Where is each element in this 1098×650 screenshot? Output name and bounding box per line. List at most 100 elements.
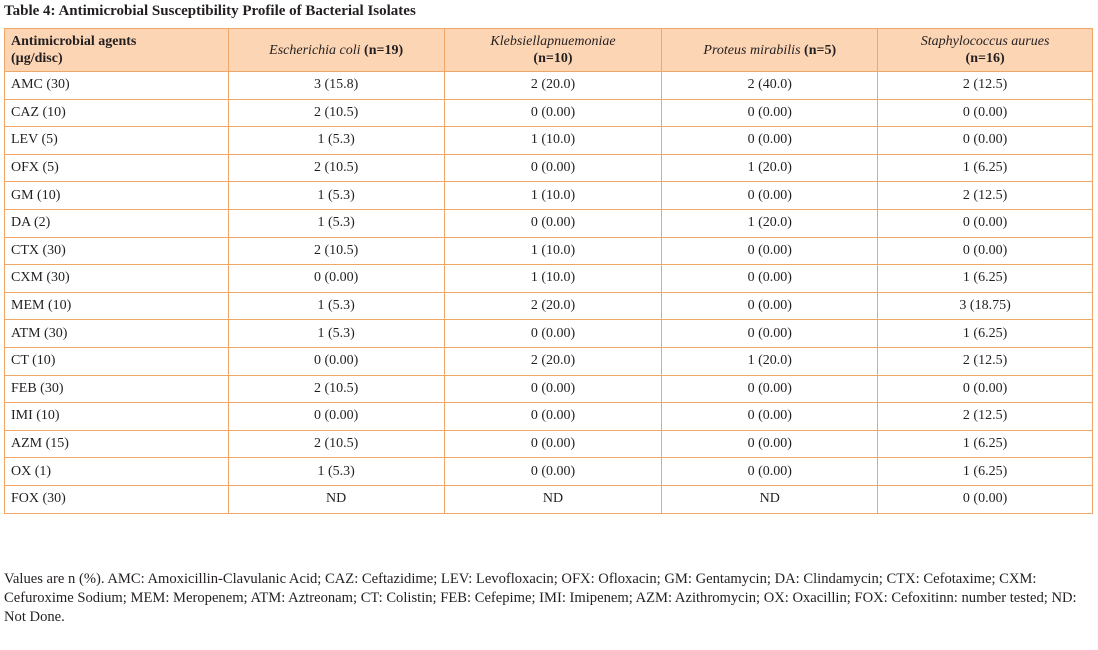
value-cell: 1 (6.25): [877, 319, 1093, 348]
table-body: AMC (30) 3 (15.8) 2 (20.0) 2 (40.0) 2 (12.5)…: [4, 71, 1093, 514]
value-cell: 0 (0.00): [443, 429, 663, 459]
table-footnote: Values are n (%). AMC: Amoxicillin-Clavu…: [4, 571, 1077, 625]
table-row: GM (10) 1 (5.3) 1 (10.0) 0 (0.00) 2 (12.5): [4, 181, 1093, 210]
header-organism: Klebsiellapnuemoniae: [490, 34, 616, 49]
agent-cell: ATM (30): [4, 319, 229, 348]
value-cell: 1 (20.0): [661, 208, 879, 238]
value-cell: 2 (12.5): [877, 71, 1093, 100]
header-ecoli: Escherichia coli (n=19): [227, 28, 445, 72]
value-cell: 1 (6.25): [877, 429, 1093, 459]
table-title: Table 4: Antimicrobial Susceptibility Pr…: [4, 3, 416, 19]
value-cell: 0 (0.00): [877, 374, 1093, 404]
value-cell: 2 (20.0): [443, 291, 663, 321]
agent-cell: CXM (30): [4, 264, 229, 293]
value-cell: 0 (0.00): [443, 402, 663, 431]
value-cell: 0 (0.00): [661, 319, 879, 348]
value-cell: 1 (10.0): [443, 181, 663, 210]
header-proteus: Proteus mirabilis (n=5): [661, 28, 879, 72]
value-cell: 1 (6.25): [877, 153, 1093, 183]
value-cell: ND: [661, 484, 879, 514]
agent-cell: CT (10): [4, 346, 229, 376]
table-row: FOX (30) ND ND ND 0 (0.00): [4, 484, 1093, 514]
value-cell: 2 (10.5): [227, 429, 445, 459]
value-cell: 0 (0.00): [661, 98, 879, 128]
value-cell: 0 (0.00): [443, 457, 663, 486]
agent-cell: CTX (30): [4, 236, 229, 266]
value-cell: 1 (6.25): [877, 457, 1093, 486]
table-row: OFX (5) 2 (10.5) 0 (0.00) 1 (20.0) 1 (6.25): [4, 153, 1093, 183]
header-n: (n=16): [965, 51, 1005, 66]
header-organism: Proteus mirabilis: [703, 42, 801, 58]
value-cell: 0 (0.00): [227, 402, 445, 431]
value-cell: 3 (15.8): [227, 71, 445, 100]
value-cell: 2 (10.5): [227, 153, 445, 183]
value-cell: 0 (0.00): [661, 457, 879, 486]
table-row: IMI (10) 0 (0.00) 0 (0.00) 0 (0.00) 2 (12.5): [4, 402, 1093, 431]
value-cell: 0 (0.00): [661, 181, 879, 210]
value-cell: 0 (0.00): [661, 264, 879, 293]
agent-cell: AZM (15): [4, 429, 229, 459]
table-row: FEB (30) 2 (10.5) 0 (0.00) 0 (0.00) 0 (0.00): [4, 374, 1093, 404]
value-cell: 1 (20.0): [661, 153, 879, 183]
value-cell: 1 (10.0): [443, 264, 663, 293]
value-cell: 1 (20.0): [661, 346, 879, 376]
table-row: AMC (30) 3 (15.8) 2 (20.0) 2 (40.0) 2 (12.5): [4, 71, 1093, 100]
table-row: LEV (5) 1 (5.3) 1 (10.0) 0 (0.00) 0 (0.00): [4, 126, 1093, 155]
agent-cell: DA (2): [4, 208, 229, 238]
table-row: DA (2) 1 (5.3) 0 (0.00) 1 (20.0) 0 (0.00): [4, 208, 1093, 238]
value-cell: 2 (10.5): [227, 98, 445, 128]
value-cell: 0 (0.00): [661, 126, 879, 155]
header-agents-label: Antimicrobial agents: [11, 34, 137, 49]
table-row: CT (10) 0 (0.00) 2 (20.0) 1 (20.0) 2 (12.5): [4, 346, 1093, 376]
value-cell: 1 (5.3): [227, 126, 445, 155]
value-cell: 0 (0.00): [877, 484, 1093, 514]
table-row: CAZ (10) 2 (10.5) 0 (0.00) 0 (0.00) 0 (0.00): [4, 98, 1093, 128]
value-cell: 0 (0.00): [443, 208, 663, 238]
header-n: (n=5): [804, 42, 837, 58]
value-cell: 2 (12.5): [877, 346, 1093, 376]
value-cell: 0 (0.00): [877, 126, 1093, 155]
header-staphylococcus: Staphylococcus aurues (n=16): [877, 28, 1093, 72]
susceptibility-table: Antimicrobial agents (µg/disc) Escherich…: [4, 28, 1093, 514]
agent-cell: OX (1): [4, 457, 229, 486]
value-cell: 2 (40.0): [661, 71, 879, 100]
value-cell: 2 (12.5): [877, 402, 1093, 431]
value-cell: 0 (0.00): [227, 264, 445, 293]
value-cell: 2 (20.0): [443, 71, 663, 100]
value-cell: 2 (20.0): [443, 346, 663, 376]
value-cell: 0 (0.00): [443, 374, 663, 404]
value-cell: 1 (6.25): [877, 264, 1093, 293]
header-agents-unit: (µg/disc): [11, 51, 63, 66]
value-cell: 0 (0.00): [443, 319, 663, 348]
value-cell: 0 (0.00): [443, 153, 663, 183]
value-cell: ND: [227, 484, 445, 514]
value-cell: 1 (5.3): [227, 208, 445, 238]
agent-cell: LEV (5): [4, 126, 229, 155]
value-cell: 3 (18.75): [877, 291, 1093, 321]
value-cell: 1 (5.3): [227, 319, 445, 348]
value-cell: 2 (10.5): [227, 374, 445, 404]
header-row: Antimicrobial agents (µg/disc) Escherich…: [4, 28, 1093, 72]
agent-cell: FOX (30): [4, 484, 229, 514]
table-row: MEM (10) 1 (5.3) 2 (20.0) 0 (0.00) 3 (18.75): [4, 291, 1093, 321]
value-cell: ND: [443, 484, 663, 514]
agent-cell: CAZ (10): [4, 98, 229, 128]
value-cell: 0 (0.00): [877, 208, 1093, 238]
header-organism: Staphylococcus aurues: [920, 34, 1050, 49]
agent-cell: AMC (30): [4, 71, 229, 100]
value-cell: 0 (0.00): [443, 98, 663, 128]
table-row: CXM (30) 0 (0.00) 1 (10.0) 0 (0.00) 1 (6.25): [4, 264, 1093, 293]
value-cell: 0 (0.00): [661, 236, 879, 266]
table-row: CTX (30) 2 (10.5) 1 (10.0) 0 (0.00) 0 (0.00): [4, 236, 1093, 266]
agent-cell: MEM (10): [4, 291, 229, 321]
agent-cell: OFX (5): [4, 153, 229, 183]
header-klebsiella: Klebsiellapnuemoniae (n=10): [443, 28, 663, 72]
value-cell: 2 (10.5): [227, 236, 445, 266]
value-cell: 0 (0.00): [227, 346, 445, 376]
agent-cell: FEB (30): [4, 374, 229, 404]
header-n: (n=10): [533, 51, 573, 66]
agent-cell: IMI (10): [4, 402, 229, 431]
table-row: ATM (30) 1 (5.3) 0 (0.00) 0 (0.00) 1 (6.25): [4, 319, 1093, 348]
table-row: OX (1) 1 (5.3) 0 (0.00) 0 (0.00) 1 (6.25): [4, 457, 1093, 486]
value-cell: 0 (0.00): [877, 98, 1093, 128]
